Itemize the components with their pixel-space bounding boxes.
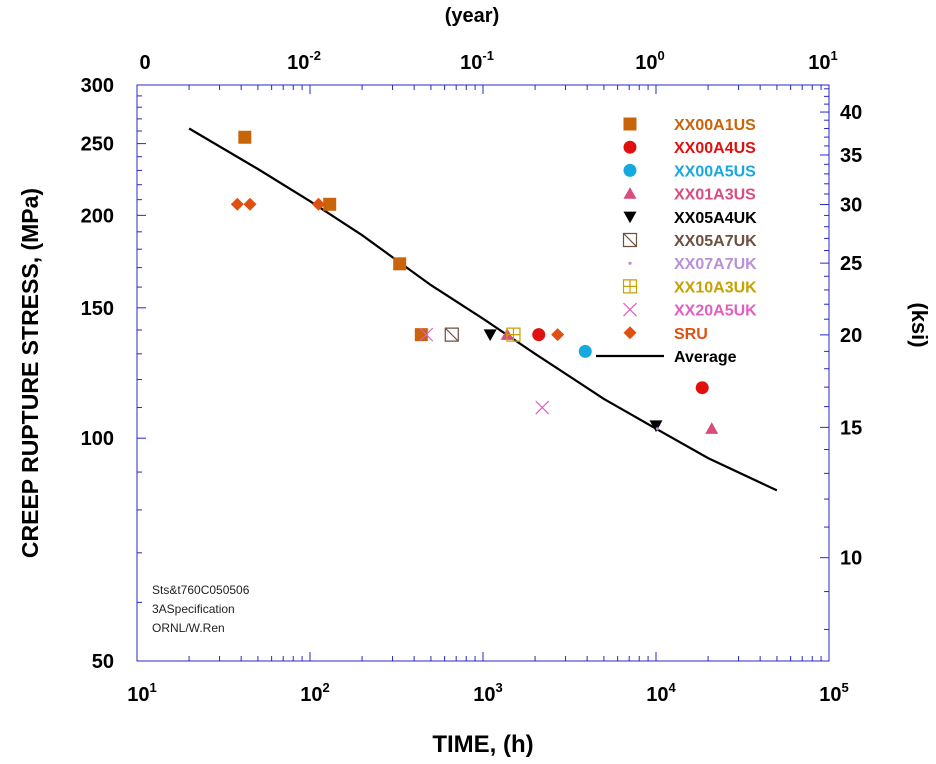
point-xx10a3uk: [506, 327, 521, 342]
point-xx07a7uk: [655, 427, 660, 431]
legend-marker-xx05a4uk: [623, 211, 637, 224]
x2-tick-label: 10-2: [287, 48, 321, 74]
x2-tick-label-exponent: -1: [482, 48, 494, 63]
x-tick-label-exponent: 1: [150, 680, 157, 695]
x-tick-label: 101: [127, 680, 156, 706]
x2-tick-label-base: 10: [460, 52, 482, 74]
axis-ticks: [136, 84, 830, 662]
x-tick-label-base: 10: [127, 684, 149, 706]
x-tick-label-base: 10: [646, 684, 668, 706]
y2-tick-label: 20: [840, 325, 862, 347]
point-xx00a4us: [532, 328, 546, 342]
legend-label-xx00a5us: XX00A5US: [674, 163, 756, 180]
legend-marker-xx00a4us: [623, 140, 637, 154]
x-tick-label: 103: [473, 680, 502, 706]
y2-tick-label: 10: [840, 548, 862, 570]
x2-tick-label-exponent: -2: [309, 48, 321, 63]
x2-tick-label-base: 10: [635, 52, 657, 74]
legend-marker-xx10a3uk: [622, 279, 638, 294]
right-axis-title: (ksi): [907, 302, 932, 347]
data-points: [230, 130, 719, 434]
y2-tick-label: 25: [840, 253, 862, 275]
legend-label-xx07a7uk: XX07A7UK: [674, 256, 757, 273]
point-xx05a4uk: [483, 329, 497, 342]
x-tick-label-exponent: 3: [496, 680, 503, 695]
legend-label-xx05a4uk: XX05A4UK: [674, 210, 757, 227]
legend-label-xx20a5uk: XX20A5UK: [674, 303, 757, 320]
y-axis-title: CREEP RUPTURE STRESS, (MPa): [17, 188, 43, 558]
legend-marker-xx05a7uk: [622, 232, 638, 248]
legend-marker-xx00a5us: [623, 163, 637, 177]
x2-tick-label-exponent: 1: [831, 48, 838, 63]
x-tick-label: 102: [300, 680, 329, 706]
y-tick-label: 50: [92, 651, 114, 673]
point-xx00a5us: [578, 344, 592, 358]
x-tick-label-exponent: 5: [842, 680, 849, 695]
x2-tick-label: 100: [635, 48, 664, 74]
x2-tick-label-base: 10: [287, 52, 309, 74]
legend-label-xx10a3uk: XX10A3UK: [674, 279, 757, 296]
point-xx00a1us: [393, 257, 407, 271]
legend-label-average: Average: [674, 349, 737, 366]
point-xx01a3us: [705, 422, 719, 434]
point-xx00a1us: [414, 328, 428, 342]
x-tick-label-exponent: 2: [323, 680, 330, 695]
x-tick-label-base: 10: [300, 684, 322, 706]
x2-tick-label: 10-1: [460, 48, 494, 74]
point-xx20a5uk: [419, 327, 434, 342]
y2-tick-label: 15: [840, 417, 862, 439]
x2-tick-label-base: 10: [808, 52, 830, 74]
point-sru: [551, 328, 565, 342]
annotation-line-1: Sts&t760C050506: [152, 583, 250, 597]
y-tick-label: 150: [81, 298, 114, 320]
point-xx20a5uk: [535, 400, 550, 415]
x2-tick-label-exponent: 0: [658, 48, 665, 63]
legend-marker-sru: [623, 326, 637, 340]
annotation-line-2: 3ASpecification: [152, 602, 235, 616]
x-axis-title: TIME, (h): [432, 731, 533, 758]
average-curve: [188, 127, 778, 492]
legend-label-xx01a3us: XX01A3US: [674, 187, 756, 204]
y-tick-label: 200: [81, 205, 114, 227]
x2-tick-label-base: 0: [139, 52, 150, 74]
legend-marker-xx20a5uk: [623, 302, 637, 317]
point-sru: [243, 197, 257, 211]
legend-label-xx00a4us: XX00A4US: [674, 140, 756, 157]
point-xx05a7uk: [444, 327, 459, 342]
legend-marker-xx07a7uk: [628, 261, 632, 265]
top-axis-title: (year): [445, 5, 499, 27]
x-tick-label-base: 10: [473, 684, 495, 706]
legend-marker-xx01a3us: [623, 187, 637, 199]
legend-label-xx00a1us: XX00A1US: [674, 117, 756, 134]
legend-label-sru: SRU: [674, 326, 708, 343]
y-tick-label: 250: [81, 134, 114, 156]
point-xx00a1us: [323, 197, 337, 211]
y2-tick-label: 30: [840, 195, 862, 217]
point-xx00a4us: [695, 381, 709, 395]
legend-label-xx05a7uk: XX05A7UK: [674, 233, 757, 250]
point-xx05a4uk: [649, 420, 663, 433]
annotation-line-3: ORNL/W.Ren: [152, 621, 225, 635]
legend: XX00A1US XX00A4US XX00A5US XX01A3US XX05A4UK…: [596, 117, 757, 366]
x2-tick-label: 101: [808, 48, 837, 74]
point-xx00a1us: [238, 130, 252, 144]
legend-marker-xx00a1us: [623, 117, 637, 131]
x-tick-label-base: 10: [819, 684, 841, 706]
point-sru: [230, 197, 244, 211]
x-tick-label: 104: [646, 680, 676, 706]
y-tick-label: 100: [81, 428, 114, 450]
y2-tick-label: 35: [840, 145, 862, 167]
y-tick-label: 300: [81, 75, 114, 97]
x-tick-label-exponent: 4: [669, 680, 677, 695]
x-tick-label: 105: [819, 680, 848, 706]
y2-tick-label: 40: [840, 102, 862, 124]
point-sru: [312, 197, 326, 211]
x2-tick-label: 0: [139, 52, 150, 74]
